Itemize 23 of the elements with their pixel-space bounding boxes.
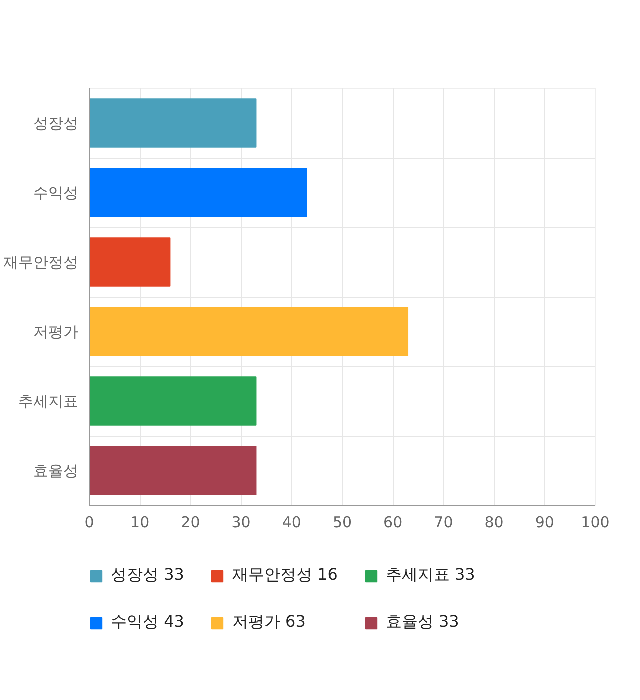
y-tick-label: 재무안정성 — [4, 253, 78, 272]
x-tick-label: 40 — [282, 514, 302, 532]
x-tick-label: 90 — [535, 514, 554, 532]
x-tick-label: 20 — [181, 514, 200, 532]
y-tick-label: 성장성 — [34, 114, 78, 132]
y-tick-label: 효율성 — [34, 462, 78, 480]
legend-label: 추세지표 33 — [386, 565, 476, 586]
y-tick-label: 저평가 — [34, 322, 78, 341]
legend-label: 효율성 33 — [386, 612, 460, 633]
x-tick-label: 100 — [581, 514, 610, 532]
y-tick-label: 수익성 — [34, 184, 78, 202]
x-tick-label: 0 — [84, 514, 94, 532]
x-tick-label: 30 — [232, 514, 251, 532]
x-tick-label: 70 — [434, 514, 454, 532]
legend-label: 저평가 63 — [232, 612, 306, 633]
y-tick-label: 추세지표 — [18, 392, 78, 410]
legend-label: 재무안정성 16 — [232, 565, 338, 586]
legend-label: 성장성 33 — [111, 565, 184, 586]
legend-label: 수익성 43 — [111, 612, 184, 633]
x-tick-label: 80 — [484, 514, 504, 532]
x-tick-label: 10 — [130, 514, 150, 532]
x-tick-label: 60 — [384, 514, 403, 532]
x-tick-label: 50 — [332, 514, 352, 532]
